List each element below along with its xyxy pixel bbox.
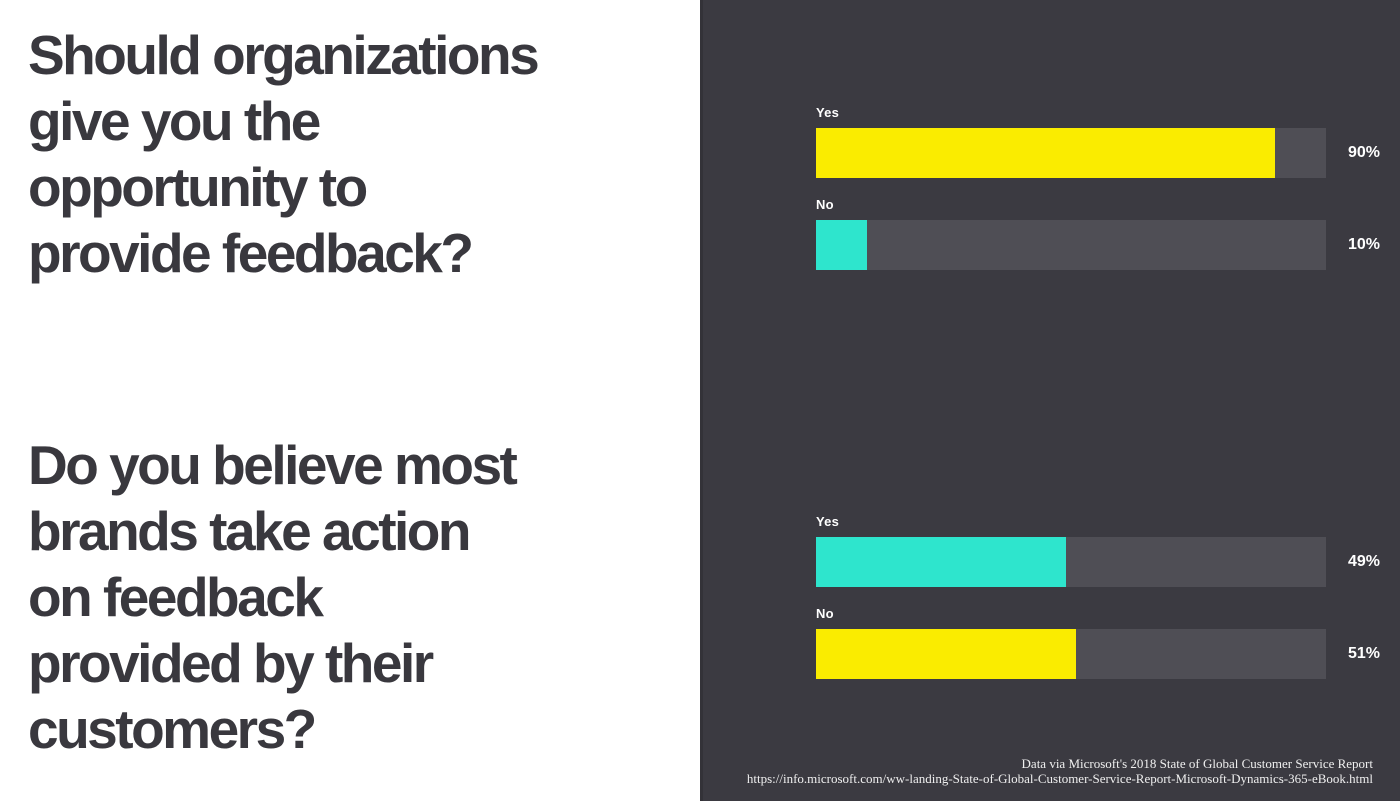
chart2-row-no: No 51%: [816, 606, 1380, 679]
question-1-line: opportunity to: [28, 156, 368, 218]
bar-value-label: 10%: [1348, 236, 1381, 253]
source-citation: Data via Microsoft's 2018 State of Globa…: [747, 756, 1373, 786]
questions-panel: Should organizations give you the opport…: [28, 22, 540, 762]
question-2-line: brands take action: [28, 500, 471, 562]
bar-fill: [816, 220, 867, 270]
bar-track: [816, 537, 1326, 587]
bar-fill: [816, 537, 1066, 587]
bar-value-label: 51%: [1348, 645, 1381, 662]
chart2-row-yes: Yes 49%: [816, 514, 1380, 587]
chart-panel: Yes 90% No 10% Yes 49% No 51: [700, 0, 1400, 801]
bar-fill: [816, 128, 1275, 178]
question-1-line: provide feedback?: [28, 222, 474, 284]
chart1-row-no: No 10%: [816, 197, 1380, 270]
question-2-line: provided by their: [28, 632, 434, 694]
question-2-line: customers?: [28, 698, 317, 760]
question-1-line: Should organizations: [28, 24, 540, 86]
question-2: Do you believe most brands take action o…: [28, 432, 518, 762]
question-2-line: on feedback: [28, 566, 324, 628]
bar-category-label: No: [816, 606, 834, 621]
bar-value-label: 49%: [1348, 553, 1381, 570]
chart1-row-yes: Yes 90%: [816, 105, 1380, 178]
bar-value-label: 90%: [1348, 144, 1381, 161]
bar-category-label: Yes: [816, 514, 840, 529]
question-1-line: give you the: [28, 90, 321, 152]
bar-category-label: Yes: [816, 105, 840, 120]
bar-track: [816, 220, 1326, 270]
bar-track: [816, 629, 1326, 679]
source-citation-text: Data via Microsoft's 2018 State of Globa…: [1021, 756, 1373, 771]
bar-fill: [816, 629, 1077, 679]
question-1: Should organizations give you the opport…: [28, 22, 540, 286]
question-2-line: Do you believe most: [28, 434, 518, 496]
source-citation-url[interactable]: https://info.microsoft.com/ww-landing-St…: [746, 771, 1373, 786]
bar-category-label: No: [816, 197, 834, 212]
bar-track: [816, 128, 1326, 178]
